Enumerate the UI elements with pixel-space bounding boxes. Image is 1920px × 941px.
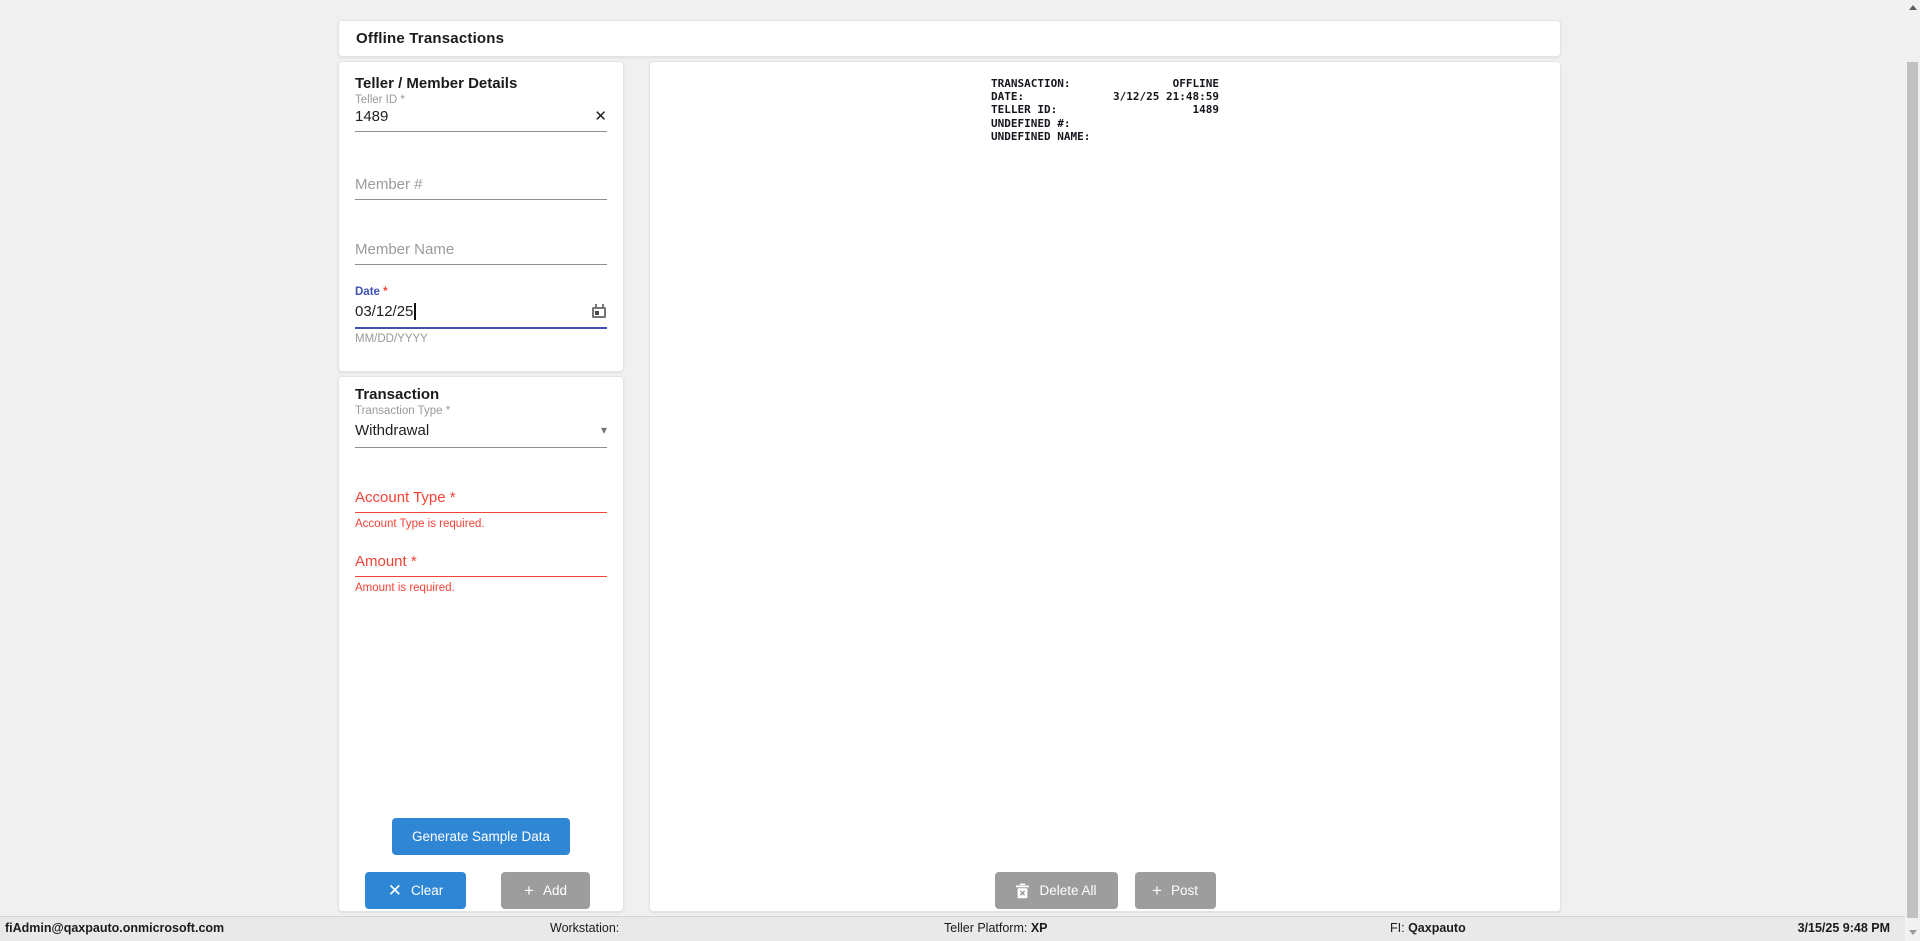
clear-button[interactable]: ✕ Clear [365,872,466,909]
receipt-preview: TRANSACTION: OFFLINE DATE: 3/12/25 21:48:5… [991,77,1219,143]
add-button[interactable]: + Add [501,872,590,909]
date-input[interactable]: 03/12/25 [355,300,607,329]
transaction-type-label: Transaction Type * [355,405,451,417]
clear-add-button-row: ✕ Clear + Add [365,872,590,909]
trash-icon [1016,883,1030,898]
plus-icon: + [524,881,534,900]
receipt-line: UNDEFINED NAME: [991,129,1091,143]
page-title: Offline Transactions [356,30,505,47]
teller-details-header: Teller / Member Details [355,75,518,92]
date-required-star: * [383,286,388,298]
transaction-type-select[interactable]: Withdrawal ▾ [355,419,607,448]
chevron-down-icon: ▾ [600,423,607,437]
date-label: Date [355,286,380,298]
scroll-down-icon[interactable] [1909,930,1917,935]
receipt-line: TELLER ID: 1489 [991,103,1219,117]
fi-status: FI: Qaxpauto [1390,921,1466,935]
scrollbar-thumb[interactable] [1907,62,1918,918]
member-number-field [355,176,607,200]
generate-sample-data-button[interactable]: Generate Sample Data [392,818,570,855]
account-type-field: Account Type * Account Type is required. [355,489,607,530]
account-type-label: Account Type * [355,489,456,506]
scroll-up-icon[interactable] [1909,5,1917,10]
teller-platform-status: Teller Platform: XP [944,921,1048,935]
calendar-icon[interactable] [592,303,607,319]
teller-member-details-card: Teller / Member Details Teller ID * ✕ Da… [338,61,624,372]
amount-input[interactable]: Amount * [355,553,607,577]
post-button[interactable]: + Post [1134,872,1216,909]
member-number-input[interactable] [355,176,607,193]
teller-id-input[interactable] [355,108,595,125]
status-datetime: 3/15/25 9:48 PM [1797,921,1890,935]
teller-id-field: Teller ID * ✕ [355,94,607,132]
date-format-hint: MM/DD/YYYY [355,333,428,345]
plus-icon: + [1152,881,1162,900]
member-name-input[interactable] [355,241,607,258]
workstation-label: Workstation: [550,921,620,935]
delete-post-button-row: Delete All + Post [650,872,1560,909]
amount-error: Amount is required. [355,582,455,594]
delete-all-button[interactable]: Delete All [994,872,1118,909]
member-name-field [355,241,607,265]
receipt-line: TRANSACTION: OFFLINE [991,77,1219,90]
close-icon: ✕ [387,881,402,900]
clear-teller-id-icon[interactable]: ✕ [594,108,607,125]
transaction-card: Transaction Transaction Type * Withdrawa… [338,376,624,912]
amount-field: Amount * Amount is required. [355,553,607,594]
account-type-error: Account Type is required. [355,518,485,530]
receipt-line: UNDEFINED #: [991,116,1071,130]
receipt-line: DATE: 3/12/25 21:48:59 [991,90,1219,104]
account-type-select[interactable]: Account Type * [355,489,607,513]
transaction-type-field: Transaction Type * Withdrawal ▾ [355,405,607,448]
transaction-header: Transaction [355,386,440,403]
amount-label: Amount * [355,553,417,570]
page-title-card: Offline Transactions [338,20,1561,57]
text-caret [414,302,416,320]
status-bar: fiAdmin@qaxpauto.onmicrosoft.com Worksta… [0,916,1905,941]
teller-id-label: Teller ID * [355,94,405,106]
vertical-scrollbar[interactable] [1905,0,1920,941]
transaction-preview-card: TRANSACTION: OFFLINE DATE: 3/12/25 21:48:5… [649,61,1561,912]
date-field: Date * 03/12/25 MM/DD/YYYY [355,286,607,345]
logged-in-user: fiAdmin@qaxpauto.onmicrosoft.com [5,921,225,935]
